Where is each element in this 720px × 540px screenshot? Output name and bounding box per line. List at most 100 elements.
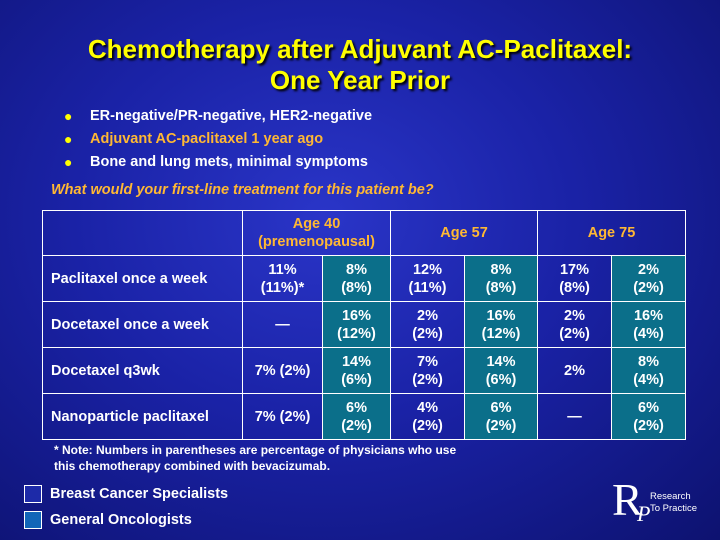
cell-value: 16%	[486, 307, 516, 324]
cell-value: 7% (2%)	[254, 408, 311, 425]
legend-label: General Oncologists	[50, 512, 192, 528]
specialist-cell: 17% (8%)	[537, 255, 612, 302]
cell-bev-value: (2%)	[412, 417, 443, 434]
cell-bev-value: (8%)	[485, 279, 517, 296]
cell-value: 2%	[564, 362, 585, 379]
specialist-cell: 4% (2%)	[390, 393, 465, 440]
header-age-40-line-2: (premenopausal)	[258, 234, 375, 250]
oncologist-cell: 6% (2%)	[464, 393, 538, 440]
cell-value: 8%	[490, 261, 512, 278]
cell-value: 12%	[412, 261, 443, 278]
slide-title: Chemotherapy after Adjuvant AC-Paclitaxe…	[0, 34, 720, 96]
cell-bev-value: (2%)	[559, 325, 590, 342]
specialist-cell: 2% (2%)	[390, 301, 465, 348]
cell-bev-value: (2%)	[633, 279, 664, 296]
title-line-1: Chemotherapy after Adjuvant AC-Paclitaxe…	[87, 34, 633, 64]
cell-bev-value: (6%)	[341, 371, 372, 388]
bullet-dot-icon: ●	[64, 154, 73, 170]
cell-bev-value: (2%)	[341, 417, 372, 434]
header-age-40-line-1: Age 40	[292, 216, 341, 232]
oncologist-cell: 8% (4%)	[611, 347, 686, 394]
table-row: Docetaxel once a week — 16% (12%) 2% (2%) …	[42, 301, 686, 348]
cell-value: 7%	[417, 353, 438, 370]
specialist-cell: 7% (2%)	[242, 393, 323, 440]
cell-bev-value: (6%)	[485, 371, 517, 388]
oncologist-cell: 6% (2%)	[322, 393, 391, 440]
cell-value: 6%	[346, 399, 367, 416]
research-to-practice-logo: R P Research To Practice	[612, 474, 712, 532]
row-label: Docetaxel once a week	[42, 301, 243, 348]
bullet-dot-icon: ●	[64, 131, 73, 147]
cell-bev-value: (12%)	[481, 325, 521, 342]
oncologists-swatch	[24, 511, 42, 529]
cell-value: 14%	[341, 353, 372, 370]
cell-bev-value: (2%)	[412, 325, 443, 342]
oncologist-cell: 14% (6%)	[322, 347, 391, 394]
cell-bev-value: (8%)	[559, 279, 590, 296]
header-age-75: Age 75	[537, 210, 686, 256]
oncologist-cell: 16% (4%)	[611, 301, 686, 348]
case-bullets: ● ER-negative/PR-negative, HER2-negative…	[64, 106, 372, 175]
table-row: Nanoparticle paclitaxel 7% (2%) 6% (2%) 4…	[42, 393, 686, 440]
specialist-cell: 12% (11%)	[390, 255, 465, 302]
cell-bev-value: (8%)	[341, 279, 372, 296]
bullet-text: ER-negative/PR-negative, HER2-negative	[90, 108, 373, 124]
table-row: Paclitaxel once a week 11% (11%)* 8% (8%) …	[42, 255, 686, 302]
legend-label: Breast Cancer Specialists	[50, 486, 229, 502]
bullet-item: ● ER-negative/PR-negative, HER2-negative	[64, 106, 372, 129]
footnote-line-1: * Note: Numbers in parentheses are perce…	[54, 443, 457, 457]
oncologist-cell: 8% (8%)	[322, 255, 391, 302]
cell-value: —	[275, 316, 290, 333]
cell-value: 16%	[633, 307, 664, 324]
treatment-table: Age 40 (premenopausal) Age 57 Age 75 Pac…	[42, 210, 686, 440]
oncologist-cell: 14% (6%)	[464, 347, 538, 394]
cell-bev-value: (4%)	[633, 371, 664, 388]
cell-value: 14%	[486, 353, 516, 370]
specialist-cell: —	[242, 301, 323, 348]
cell-bev-value: (12%)	[337, 325, 376, 342]
bullet-text: Adjuvant AC-paclitaxel 1 year ago	[90, 131, 324, 147]
cell-value: 6%	[490, 399, 512, 416]
specialist-cell: —	[537, 393, 612, 440]
oncologist-cell: 6% (2%)	[611, 393, 686, 440]
oncologist-cell: 16% (12%)	[464, 301, 538, 348]
cell-value: 11%	[268, 261, 297, 278]
cell-bev-value: (2%)	[485, 417, 517, 434]
cell-value: 2%	[564, 307, 585, 324]
row-label: Paclitaxel once a week	[42, 255, 243, 302]
cell-value: 7% (2%)	[254, 362, 311, 379]
bullet-text: Bone and lung mets, minimal symptoms	[90, 154, 368, 170]
specialist-cell: 11% (11%)*	[242, 255, 323, 302]
cell-bev-value: (2%)	[412, 371, 443, 388]
cell-value: 4%	[417, 399, 438, 416]
table-row: Docetaxel q3wk 7% (2%) 14% (6%) 7% (2%) 14…	[42, 347, 686, 394]
specialists-swatch	[24, 485, 42, 503]
oncologist-cell: 2% (2%)	[611, 255, 686, 302]
survey-question: What would your first-line treatment for…	[51, 182, 434, 198]
logo-letter-p: P	[637, 501, 651, 526]
logo-text-line-2: To Practice	[650, 503, 697, 514]
footnote-line-2: this chemotherapy combined with bevacizu…	[54, 459, 331, 473]
oncologist-cell: 8% (8%)	[464, 255, 538, 302]
cell-bev-value: (2%)	[633, 417, 664, 434]
cell-value: 17%	[559, 261, 590, 278]
row-label: Nanoparticle paclitaxel	[42, 393, 243, 440]
cell-value: —	[567, 408, 582, 425]
legend-item-oncologists: General Oncologists	[24, 511, 228, 529]
cell-bev-value: (11%)*	[260, 279, 305, 296]
cell-value: 8%	[346, 261, 367, 278]
title-line-2: One Year Prior	[269, 65, 451, 95]
cell-value: 6%	[638, 399, 659, 416]
row-label: Docetaxel q3wk	[42, 347, 243, 394]
cell-bev-value: (4%)	[633, 325, 664, 342]
bullet-item: ● Adjuvant AC-paclitaxel 1 year ago	[64, 129, 372, 152]
cell-value: 2%	[417, 307, 438, 324]
legend: Breast Cancer Specialists General Oncolo…	[24, 485, 228, 537]
header-blank	[42, 210, 243, 256]
specialist-cell: 7% (2%)	[242, 347, 323, 394]
header-age-40: Age 40 (premenopausal)	[242, 210, 391, 256]
logo-letter-r: R	[612, 474, 643, 525]
logo-text-line-1: Research	[650, 491, 691, 502]
cell-bev-value: (11%)	[408, 279, 447, 296]
cell-value: 2%	[638, 261, 659, 278]
